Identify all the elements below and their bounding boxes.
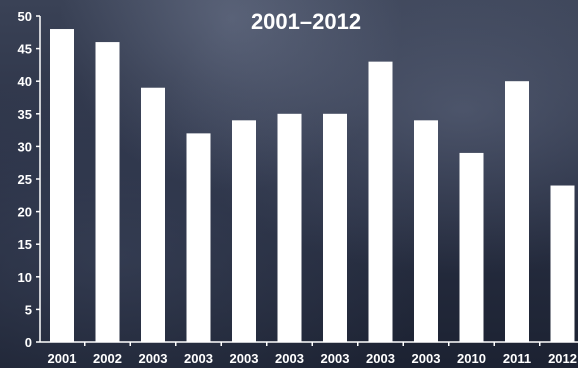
bar [95, 42, 120, 343]
x-tick-label: 2003 [412, 351, 441, 366]
bar [186, 133, 211, 342]
bar [50, 29, 74, 342]
x-tick-label: 2001 [48, 351, 77, 366]
y-tick-label: 5 [25, 302, 32, 317]
bar [505, 81, 529, 342]
bar [550, 185, 575, 342]
x-axis-ticks: 2001 2002 2003 2003 2003 2003 2003 2003 2003 2010… [48, 342, 577, 366]
y-tick-label: 10 [18, 270, 32, 285]
x-tick-label: 2011 [503, 351, 531, 366]
y-tick-label: 15 [18, 237, 32, 252]
x-tick-label: 2003 [230, 351, 259, 366]
y-tick-label: 50 [18, 9, 32, 24]
bar [459, 152, 484, 342]
bar [323, 113, 347, 342]
bars [50, 29, 575, 343]
y-tick-label: 20 [18, 205, 32, 220]
x-tick-label: 2012 [548, 351, 577, 366]
x-tick-label: 2003 [321, 351, 350, 366]
x-tick-label: 2003 [184, 351, 213, 366]
y-tick-label: 0 [25, 335, 32, 350]
y-tick-label: 45 [18, 42, 32, 57]
y-tick-label: 40 [18, 74, 32, 89]
y-tick-label: 35 [18, 107, 32, 122]
bar [414, 120, 438, 342]
bar [277, 113, 302, 342]
y-tick-label: 30 [18, 139, 32, 154]
y-tick-label: 25 [18, 172, 32, 187]
x-tick-label: 2010 [457, 351, 486, 366]
bar [232, 120, 256, 342]
bar [368, 61, 393, 342]
x-tick-label: 2003 [139, 351, 168, 366]
chart-title: 2001–2012 [251, 9, 361, 34]
x-tick-label: 2003 [275, 351, 304, 366]
x-tick-label: 2002 [93, 351, 122, 366]
x-tick-label: 2003 [366, 351, 395, 366]
y-axis-ticks: 0 5 10 15 20 25 30 35 40 45 50 [18, 9, 40, 350]
bar [141, 87, 165, 342]
